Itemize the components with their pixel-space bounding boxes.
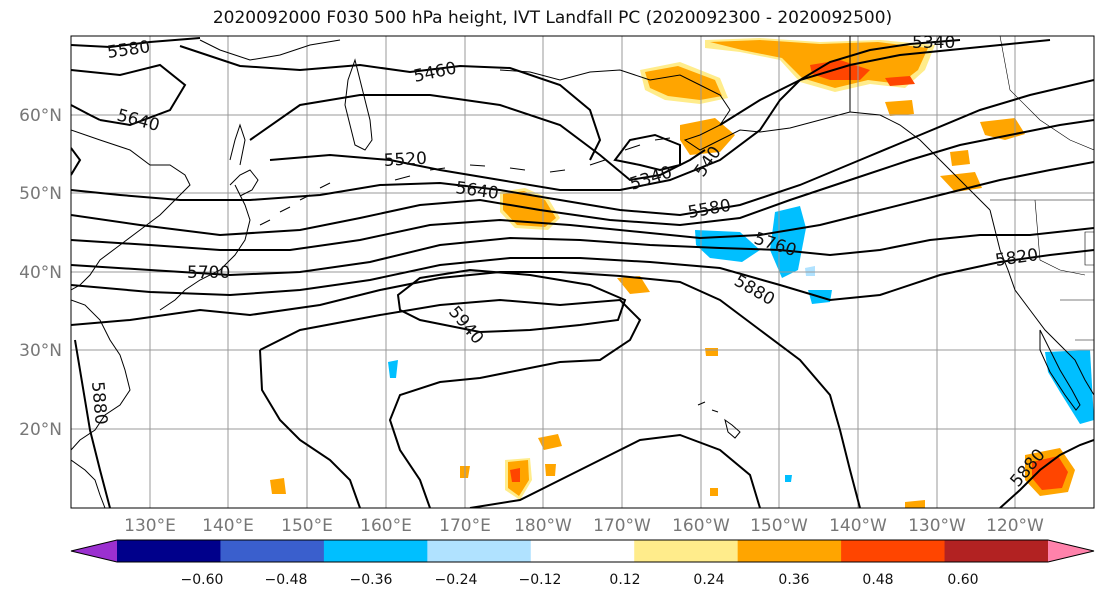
colorbar-tick-label: 0.24	[693, 572, 724, 588]
colorbar-segment	[737, 540, 842, 562]
longitude-label: 130°E	[124, 516, 176, 536]
colorbar-tick-label: −0.36	[350, 572, 393, 588]
longitude-label: 160°W	[672, 516, 730, 536]
colorbar: −0.60 −0.48 −0.36 −0.24 −0.12 0.12 0.24 …	[70, 539, 1095, 588]
colorbar-tick-label: 0.12	[609, 572, 640, 588]
colorbar-segment	[427, 540, 532, 562]
longitude-label: 150°E	[281, 516, 333, 536]
colorbar-extend-high	[1048, 540, 1094, 562]
height-contours	[71, 37, 1094, 508]
colorbar-tick-label: −0.12	[519, 572, 562, 588]
map-frame	[70, 35, 1095, 509]
longitude-label: 140°W	[829, 516, 887, 536]
longitude-label: 150°W	[750, 516, 808, 536]
colorbar-segment	[841, 540, 946, 562]
colorbar-tick-label: −0.48	[265, 572, 308, 588]
latitude-labels: 60°N 50°N 40°N 30°N 20°N	[19, 106, 62, 440]
longitude-labels: 130°E 140°E 150°E 160°E 170°E 180°W 170°…	[124, 516, 1044, 536]
borders	[990, 36, 1094, 341]
colorbar-tick-label: 0.36	[778, 572, 809, 588]
longitude-label: 170°W	[593, 516, 651, 536]
coastlines	[71, 36, 1094, 508]
colorbar-segment	[117, 540, 221, 562]
latitude-label: 40°N	[19, 263, 62, 283]
graticule	[71, 36, 1094, 508]
colorbar-segment	[634, 540, 739, 562]
contour-label: 5340	[912, 33, 955, 53]
colorbar-outline	[70, 539, 1095, 563]
latitude-label: 30°N	[19, 341, 62, 361]
colorbar-segment	[530, 540, 635, 562]
colorbar-tick-label: −0.60	[181, 572, 224, 588]
colorbar-segment	[944, 540, 1049, 562]
colorbar-segments	[71, 540, 1094, 562]
contour-label: 5700	[187, 263, 230, 283]
colorbar-tick-label: −0.24	[435, 572, 478, 588]
longitude-label: 180°W	[514, 516, 572, 536]
colorbar-tick-label: 0.48	[862, 572, 893, 588]
latitude-label: 60°N	[19, 106, 62, 126]
colorbar-segment	[323, 540, 428, 562]
map-title: 2020092000 F030 500 hPa height, IVT Land…	[212, 8, 893, 28]
longitude-label: 160°E	[360, 516, 412, 536]
contour-label: 5520	[383, 149, 427, 171]
colorbar-tick-labels: −0.60 −0.48 −0.36 −0.24 −0.12 0.12 0.24 …	[181, 572, 979, 588]
latitude-label: 20°N	[19, 420, 62, 440]
longitude-label: 130°W	[908, 516, 966, 536]
latitude-label: 50°N	[19, 184, 62, 204]
longitude-label: 170°E	[439, 516, 491, 536]
contour-label: 5880	[87, 381, 111, 426]
longitude-label: 120°W	[986, 516, 1044, 536]
colorbar-extend-low	[71, 540, 117, 562]
longitude-label: 140°E	[202, 516, 254, 536]
colorbar-segment	[220, 540, 325, 562]
colorbar-tick-label: 0.60	[947, 572, 978, 588]
